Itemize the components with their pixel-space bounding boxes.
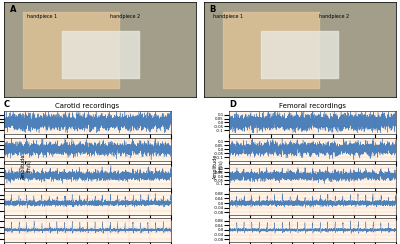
Text: B: B [210,5,216,14]
Text: Amplitude
(m/s): Amplitude (m/s) [213,153,224,179]
Text: D: D [229,100,236,109]
Text: handpiece 1: handpiece 1 [27,14,57,19]
Text: Amplitude
(m/s): Amplitude (m/s) [21,153,31,179]
Title: Femoral recordings: Femoral recordings [279,103,346,109]
Text: handpiece 1: handpiece 1 [214,14,244,19]
Text: handpiece 2: handpiece 2 [110,14,140,19]
Text: C: C [4,100,10,109]
Title: Carotid recordings: Carotid recordings [55,103,120,109]
Text: A: A [10,5,16,14]
Text: handpiece 2: handpiece 2 [319,14,349,19]
